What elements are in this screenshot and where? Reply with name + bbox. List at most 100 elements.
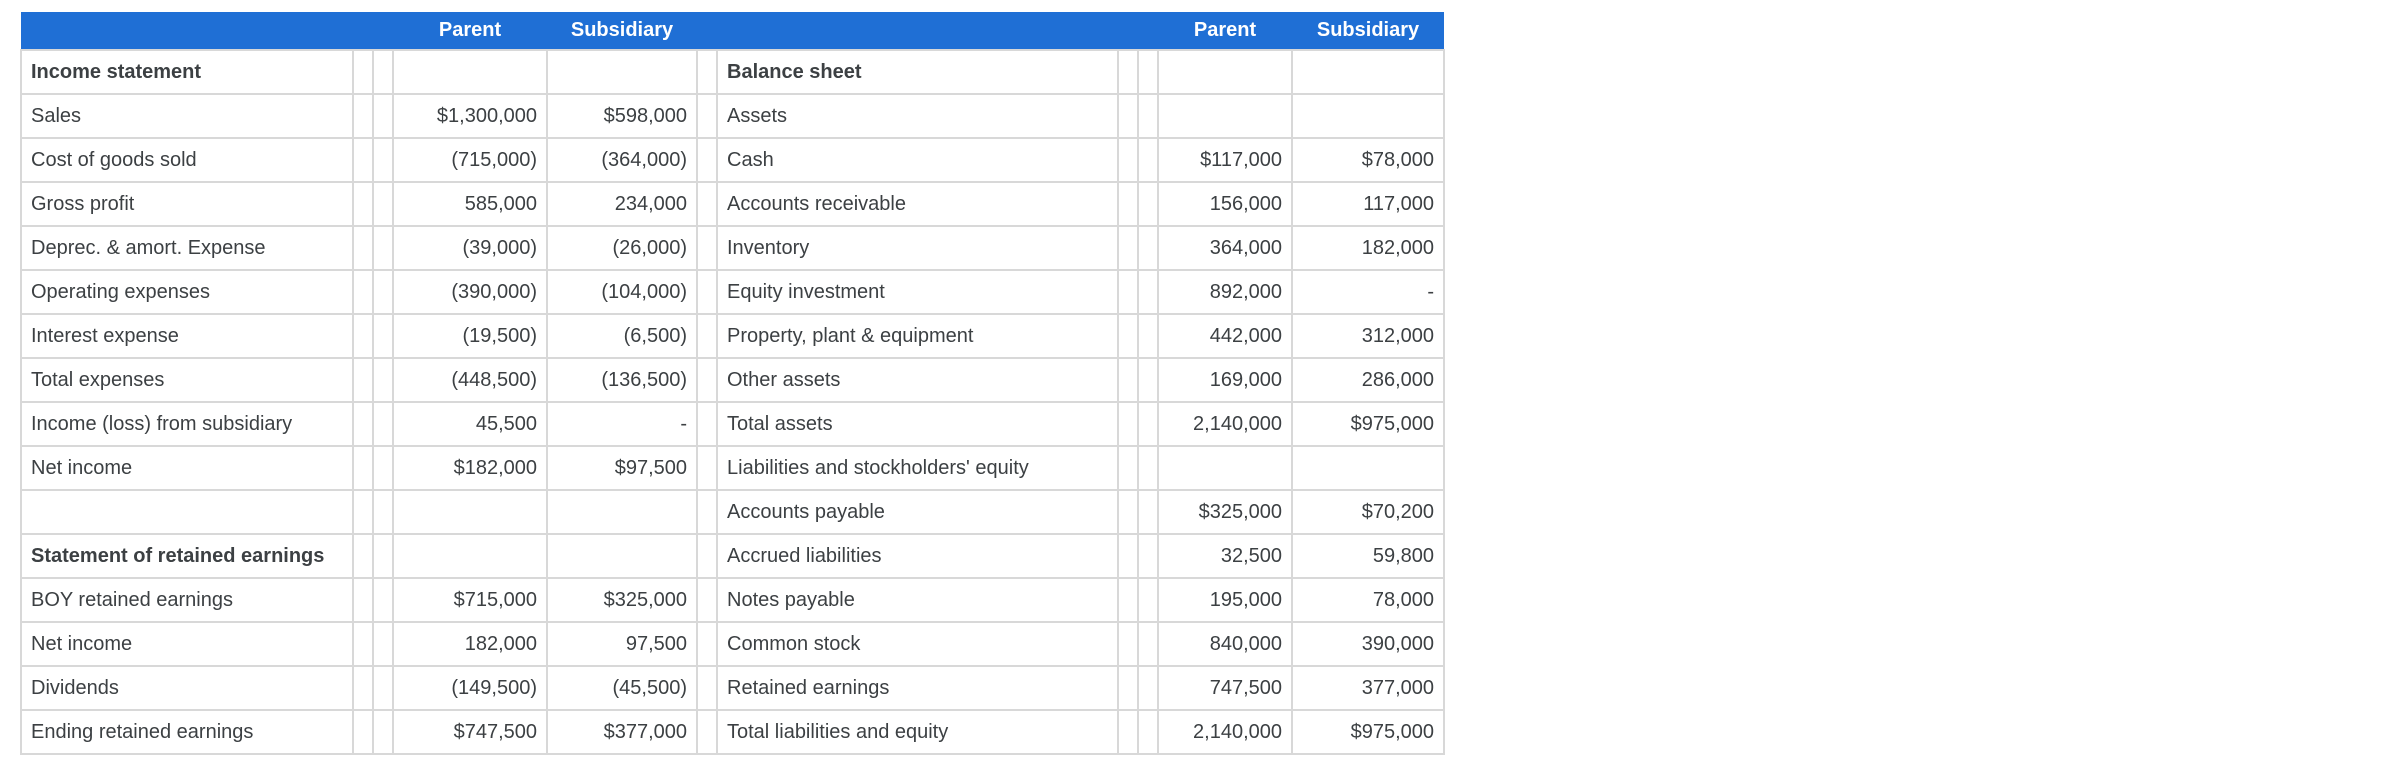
parent-value-cell[interactable]: 585,000 bbox=[392, 181, 548, 227]
subsidiary-value-cell[interactable]: 182,000 bbox=[1291, 225, 1445, 271]
row-label[interactable]: Interest expense bbox=[20, 313, 354, 359]
row-label[interactable]: Income statement bbox=[20, 49, 354, 95]
subsidiary-value-cell[interactable]: (364,000) bbox=[546, 137, 698, 183]
parent-value-cell[interactable]: (390,000) bbox=[392, 269, 548, 315]
subsidiary-value-cell[interactable]: $598,000 bbox=[546, 93, 698, 139]
parent-value-cell[interactable]: 364,000 bbox=[1157, 225, 1293, 271]
subsidiary-value-cell[interactable]: $975,000 bbox=[1291, 709, 1445, 755]
row-label[interactable]: Inventory bbox=[716, 225, 1119, 271]
parent-value-cell[interactable]: (19,500) bbox=[392, 313, 548, 359]
subsidiary-value-cell[interactable]: (104,000) bbox=[546, 269, 698, 315]
parent-value-cell[interactable]: 195,000 bbox=[1157, 577, 1293, 623]
parent-value-cell[interactable]: 2,140,000 bbox=[1157, 709, 1293, 755]
row-label[interactable]: Total assets bbox=[716, 401, 1119, 447]
subsidiary-value-cell[interactable]: $325,000 bbox=[546, 577, 698, 623]
left-parent-column-header[interactable]: Parent bbox=[393, 12, 547, 50]
subsidiary-value-cell[interactable] bbox=[546, 533, 698, 579]
parent-value-cell[interactable]: 45,500 bbox=[392, 401, 548, 447]
row-label[interactable]: Sales bbox=[20, 93, 354, 139]
row-label[interactable]: Deprec. & amort. Expense bbox=[20, 225, 354, 271]
row-label[interactable]: Total liabilities and equity bbox=[716, 709, 1119, 755]
parent-value-cell[interactable] bbox=[392, 533, 548, 579]
row-label[interactable]: Ending retained earnings bbox=[20, 709, 354, 755]
parent-value-cell[interactable]: $182,000 bbox=[392, 445, 548, 491]
row-label[interactable]: Retained earnings bbox=[716, 665, 1119, 711]
row-label[interactable]: Accounts payable bbox=[716, 489, 1119, 535]
right-parent-column-header[interactable]: Parent bbox=[1158, 12, 1292, 50]
parent-value-cell[interactable] bbox=[392, 49, 548, 95]
parent-value-cell[interactable]: 2,140,000 bbox=[1157, 401, 1293, 447]
row-label[interactable]: Cash bbox=[716, 137, 1119, 183]
subsidiary-value-cell[interactable] bbox=[1291, 93, 1445, 139]
row-label[interactable]: Other assets bbox=[716, 357, 1119, 403]
row-label[interactable]: Income (loss) from subsidiary bbox=[20, 401, 354, 447]
subsidiary-value-cell[interactable]: $70,200 bbox=[1291, 489, 1445, 535]
subsidiary-value-cell[interactable]: 117,000 bbox=[1291, 181, 1445, 227]
parent-value-cell[interactable] bbox=[1157, 49, 1293, 95]
row-label[interactable]: Common stock bbox=[716, 621, 1119, 667]
right-subsidiary-column-header[interactable]: Subsidiary bbox=[1292, 12, 1444, 50]
parent-value-cell[interactable]: 442,000 bbox=[1157, 313, 1293, 359]
parent-value-cell[interactable]: (715,000) bbox=[392, 137, 548, 183]
subsidiary-value-cell[interactable]: 234,000 bbox=[546, 181, 698, 227]
subsidiary-value-cell[interactable]: 286,000 bbox=[1291, 357, 1445, 403]
parent-value-cell[interactable]: $117,000 bbox=[1157, 137, 1293, 183]
row-label[interactable]: Balance sheet bbox=[716, 49, 1119, 95]
subsidiary-value-cell[interactable]: (136,500) bbox=[546, 357, 698, 403]
parent-value-cell[interactable] bbox=[392, 489, 548, 535]
row-label[interactable]: Operating expenses bbox=[20, 269, 354, 315]
row-label[interactable]: Cost of goods sold bbox=[20, 137, 354, 183]
row-label[interactable]: Assets bbox=[716, 93, 1119, 139]
subsidiary-value-cell[interactable]: 390,000 bbox=[1291, 621, 1445, 667]
row-label[interactable]: Notes payable bbox=[716, 577, 1119, 623]
parent-value-cell[interactable]: 169,000 bbox=[1157, 357, 1293, 403]
parent-value-cell[interactable]: $715,000 bbox=[392, 577, 548, 623]
parent-value-cell[interactable]: $1,300,000 bbox=[392, 93, 548, 139]
parent-value-cell[interactable]: 840,000 bbox=[1157, 621, 1293, 667]
subsidiary-value-cell[interactable]: - bbox=[1291, 269, 1445, 315]
row-label[interactable]: BOY retained earnings bbox=[20, 577, 354, 623]
parent-value-cell[interactable] bbox=[1157, 445, 1293, 491]
parent-value-cell[interactable]: 747,500 bbox=[1157, 665, 1293, 711]
subsidiary-value-cell[interactable]: 59,800 bbox=[1291, 533, 1445, 579]
subsidiary-value-cell[interactable]: 312,000 bbox=[1291, 313, 1445, 359]
row-label[interactable]: Equity investment bbox=[716, 269, 1119, 315]
row-label[interactable]: Statement of retained earnings bbox=[20, 533, 354, 579]
subsidiary-value-cell[interactable] bbox=[546, 49, 698, 95]
row-label[interactable]: Net income bbox=[20, 445, 354, 491]
parent-value-cell[interactable]: (448,500) bbox=[392, 357, 548, 403]
row-label[interactable]: Net income bbox=[20, 621, 354, 667]
row-label[interactable] bbox=[20, 489, 354, 535]
parent-value-cell[interactable]: (39,000) bbox=[392, 225, 548, 271]
subsidiary-value-cell[interactable]: - bbox=[546, 401, 698, 447]
subsidiary-value-cell[interactable] bbox=[1291, 49, 1445, 95]
parent-value-cell[interactable]: 32,500 bbox=[1157, 533, 1293, 579]
parent-value-cell[interactable]: $325,000 bbox=[1157, 489, 1293, 535]
parent-value-cell[interactable]: 182,000 bbox=[392, 621, 548, 667]
subsidiary-value-cell[interactable] bbox=[546, 489, 698, 535]
subsidiary-value-cell[interactable]: $975,000 bbox=[1291, 401, 1445, 447]
row-label[interactable]: Dividends bbox=[20, 665, 354, 711]
row-label[interactable]: Accounts receivable bbox=[716, 181, 1119, 227]
subsidiary-value-cell[interactable]: (26,000) bbox=[546, 225, 698, 271]
parent-value-cell[interactable]: 156,000 bbox=[1157, 181, 1293, 227]
subsidiary-value-cell[interactable]: $377,000 bbox=[546, 709, 698, 755]
row-label[interactable]: Accrued liabilities bbox=[716, 533, 1119, 579]
subsidiary-value-cell[interactable]: (6,500) bbox=[546, 313, 698, 359]
row-label[interactable]: Total expenses bbox=[20, 357, 354, 403]
parent-value-cell[interactable]: (149,500) bbox=[392, 665, 548, 711]
subsidiary-value-cell[interactable]: (45,500) bbox=[546, 665, 698, 711]
row-label[interactable]: Gross profit bbox=[20, 181, 354, 227]
subsidiary-value-cell[interactable]: 377,000 bbox=[1291, 665, 1445, 711]
subsidiary-value-cell[interactable]: $78,000 bbox=[1291, 137, 1445, 183]
left-subsidiary-column-header[interactable]: Subsidiary bbox=[547, 12, 697, 50]
subsidiary-value-cell[interactable]: 97,500 bbox=[546, 621, 698, 667]
row-label[interactable]: Property, plant & equipment bbox=[716, 313, 1119, 359]
parent-value-cell[interactable]: $747,500 bbox=[392, 709, 548, 755]
subsidiary-value-cell[interactable]: 78,000 bbox=[1291, 577, 1445, 623]
subsidiary-value-cell[interactable]: $97,500 bbox=[546, 445, 698, 491]
subsidiary-value-cell[interactable] bbox=[1291, 445, 1445, 491]
row-label[interactable]: Liabilities and stockholders' equity bbox=[716, 445, 1119, 491]
parent-value-cell[interactable]: 892,000 bbox=[1157, 269, 1293, 315]
parent-value-cell[interactable] bbox=[1157, 93, 1293, 139]
